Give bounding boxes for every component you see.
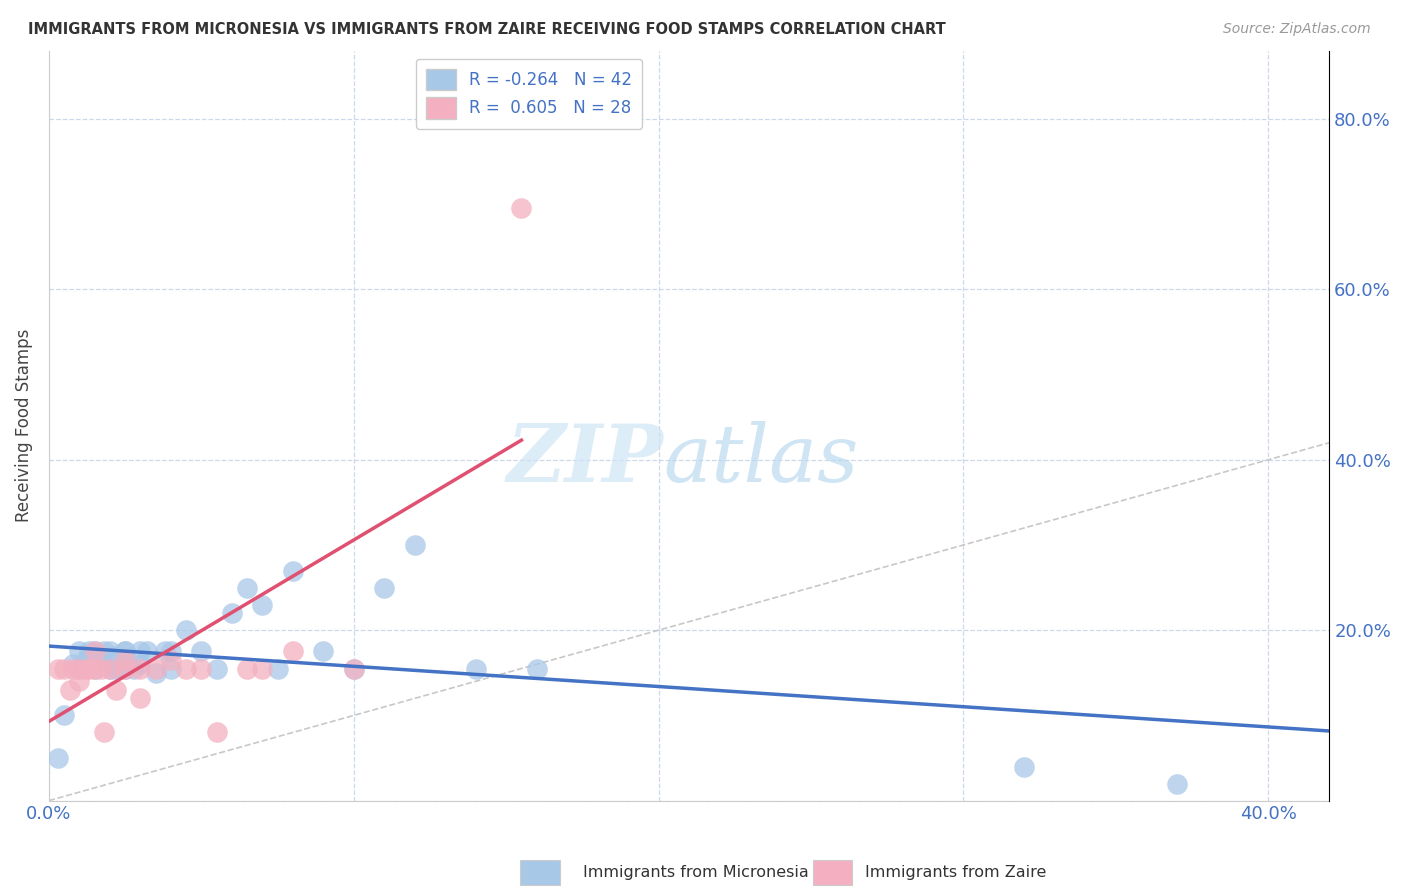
Point	[343, 661, 366, 675]
Point	[160, 644, 183, 658]
Point	[174, 623, 197, 637]
Point	[46, 661, 69, 675]
Point	[83, 644, 105, 658]
Point	[62, 661, 84, 675]
Text: Source: ZipAtlas.com: Source: ZipAtlas.com	[1223, 22, 1371, 37]
Point	[77, 644, 100, 658]
Point	[464, 661, 486, 675]
Point	[59, 682, 82, 697]
Point	[69, 674, 91, 689]
Point	[135, 644, 157, 658]
Text: Immigrants from Micronesia: Immigrants from Micronesia	[583, 865, 810, 880]
Point	[160, 661, 183, 675]
Text: IMMIGRANTS FROM MICRONESIA VS IMMIGRANTS FROM ZAIRE RECEIVING FOOD STAMPS CORREL: IMMIGRANTS FROM MICRONESIA VS IMMIGRANTS…	[28, 22, 946, 37]
Point	[114, 661, 136, 675]
Point	[62, 657, 84, 672]
Point	[221, 606, 243, 620]
Point	[190, 644, 212, 658]
Point	[312, 644, 335, 658]
Y-axis label: Receiving Food Stamps: Receiving Food Stamps	[15, 329, 32, 523]
Point	[98, 644, 121, 658]
Point	[114, 644, 136, 658]
Point	[526, 661, 548, 675]
Point	[236, 581, 259, 595]
Point	[98, 661, 121, 675]
Point	[114, 644, 136, 658]
Point	[252, 598, 274, 612]
Point	[93, 725, 115, 739]
Point	[105, 648, 128, 663]
Point	[105, 682, 128, 697]
Point	[205, 725, 228, 739]
Text: Immigrants from Zaire: Immigrants from Zaire	[865, 865, 1046, 880]
Point	[343, 661, 366, 675]
Point	[83, 661, 105, 675]
Point	[75, 653, 97, 667]
Point	[83, 644, 105, 658]
Point	[75, 661, 97, 675]
Point	[205, 661, 228, 675]
Point	[69, 644, 91, 658]
Point	[124, 661, 146, 675]
Point	[510, 202, 533, 216]
Point	[1166, 776, 1188, 790]
Point	[160, 653, 183, 667]
Point	[129, 691, 152, 706]
Point	[373, 581, 395, 595]
Text: atlas: atlas	[664, 421, 859, 498]
Point	[145, 661, 167, 675]
Point	[190, 661, 212, 675]
Point	[252, 661, 274, 675]
Point	[114, 653, 136, 667]
Point	[153, 644, 176, 658]
Point	[69, 661, 91, 675]
Point	[266, 661, 288, 675]
Point	[46, 751, 69, 765]
Point	[105, 661, 128, 675]
Legend: R = -0.264   N = 42, R =  0.605   N = 28: R = -0.264 N = 42, R = 0.605 N = 28	[416, 59, 643, 128]
Point	[98, 661, 121, 675]
Point	[1014, 759, 1036, 773]
Point	[129, 661, 152, 675]
Point	[114, 661, 136, 675]
Point	[90, 661, 112, 675]
Point	[69, 661, 91, 675]
Point	[174, 661, 197, 675]
Point	[404, 538, 426, 552]
Point	[83, 661, 105, 675]
Point	[129, 657, 152, 672]
Point	[93, 644, 115, 658]
Point	[281, 564, 304, 578]
Point	[53, 661, 76, 675]
Point	[236, 661, 259, 675]
Point	[281, 644, 304, 658]
Point	[90, 657, 112, 672]
Point	[129, 644, 152, 658]
Text: ZIP: ZIP	[506, 421, 664, 498]
Point	[77, 661, 100, 675]
Point	[145, 665, 167, 680]
Point	[53, 708, 76, 723]
